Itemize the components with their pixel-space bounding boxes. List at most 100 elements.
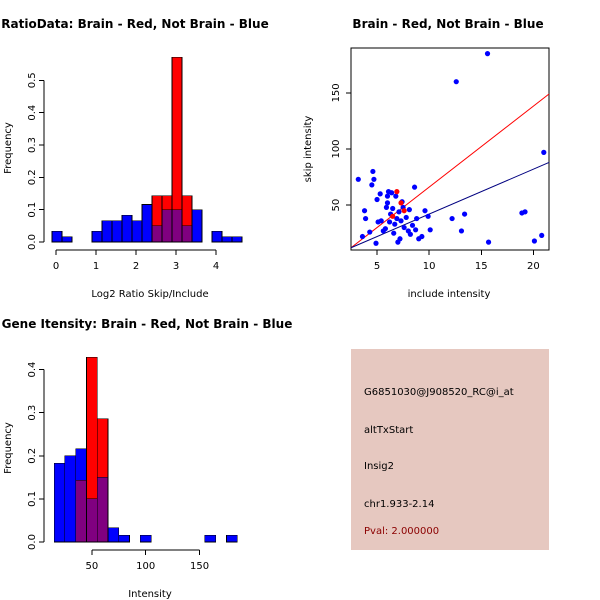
ratio-hist-bar-not-brain bbox=[131, 220, 143, 243]
scatter-point-not-brain bbox=[397, 236, 403, 242]
info-panel: G6851030@J908520_RC@i_at altTxStart Insi… bbox=[351, 349, 549, 550]
scatter-point-brain bbox=[394, 189, 400, 195]
intensity-hist-bar-not-brain bbox=[226, 534, 238, 543]
scatter-point-not-brain bbox=[419, 233, 425, 240]
intensity-hist-bar-not-brain bbox=[204, 534, 216, 543]
intensity-histogram: Gene Itensity: Brain - Red, Not Brain - … bbox=[2, 317, 293, 600]
intensity-hist-bar-not-brain bbox=[107, 527, 120, 543]
intensity-scatter: Brain - Red, Not Brain - Blue 5 10 15 20 50 1… bbox=[303, 17, 550, 300]
scatter-axes: 5 10 15 20 50 100 150 bbox=[331, 83, 540, 272]
intensity-hist-y-tick-label: 0.4 bbox=[27, 362, 38, 378]
scatter-point-not-brain bbox=[485, 239, 492, 245]
ratio-hist-x-tick-label: 2 bbox=[133, 261, 139, 272]
intensity-hist-y-tick-label: 0.0 bbox=[27, 534, 38, 550]
scatter-y-tick-label: 50 bbox=[331, 199, 342, 212]
ratio-hist-y-tick-label: 0.3 bbox=[27, 137, 38, 153]
ratio-hist-x-tick-label: 3 bbox=[173, 261, 179, 272]
scatter-point-not-brain bbox=[386, 219, 393, 225]
ratio-hist-bars bbox=[51, 57, 243, 243]
ratio-hist-y-tick-label: 0.0 bbox=[27, 234, 38, 250]
scatter-y-tick-label: 100 bbox=[331, 139, 342, 158]
scatter-point-brain bbox=[390, 213, 396, 219]
scatter-point-not-brain bbox=[403, 214, 409, 221]
scatter-point-not-brain bbox=[539, 232, 545, 239]
scatter-point-not-brain bbox=[355, 176, 361, 182]
scatter-point-not-brain bbox=[371, 176, 377, 182]
scatter-x-tick-label: 15 bbox=[475, 261, 488, 272]
ratio-hist-y-tick-label: 0.4 bbox=[27, 105, 38, 121]
scatter-point-not-brain bbox=[458, 228, 465, 234]
intensity-hist-y-tick-label: 0.1 bbox=[27, 491, 38, 507]
scatter-point-not-brain bbox=[406, 207, 412, 213]
scatter-point-not-brain bbox=[367, 229, 373, 235]
scatter-point-not-brain bbox=[374, 196, 380, 203]
scatter-point-not-brain bbox=[384, 193, 391, 199]
intensity-hist-bar-overlap bbox=[96, 477, 109, 543]
intensity-hist-bar-not-brain bbox=[140, 534, 152, 543]
scatter-point-not-brain bbox=[384, 200, 391, 206]
intensity-hist-x-tick-label: 150 bbox=[190, 561, 209, 572]
ratio-hist-y-tick-label: 0.1 bbox=[27, 202, 38, 218]
scatter-point-brain bbox=[398, 200, 404, 206]
intensity-hist-bar-not-brain bbox=[64, 455, 76, 543]
scatter-point-not-brain bbox=[394, 215, 400, 222]
ratio-hist-x-tick-label: 1 bbox=[93, 261, 99, 272]
scatter-point-not-brain bbox=[382, 226, 388, 232]
scatter-fit-lines bbox=[350, 93, 550, 249]
scatter-point-brain bbox=[401, 208, 407, 214]
scatter-point-not-brain bbox=[461, 211, 468, 217]
intensity-hist-xlabel: Intensity bbox=[128, 589, 172, 600]
scatter-point-not-brain bbox=[407, 231, 413, 237]
ratio-hist-bar-not-brain bbox=[111, 220, 123, 243]
scatter-point-not-brain bbox=[391, 230, 397, 236]
scatter-point-not-brain bbox=[362, 215, 369, 222]
scatter-point-not-brain bbox=[390, 205, 396, 212]
ratio-hist-x-tick-label: 0 bbox=[53, 261, 59, 272]
scatter-point-not-brain bbox=[541, 149, 547, 155]
intensity-hist-bar-not-brain bbox=[53, 462, 66, 543]
scatter-point-not-brain bbox=[425, 213, 431, 219]
ratio-hist-bar-overlap bbox=[161, 209, 173, 243]
gene-name-text: Insig2 bbox=[364, 461, 394, 472]
scatter-point-not-brain bbox=[398, 218, 404, 224]
scatter-point-not-brain bbox=[393, 193, 399, 199]
ratio-hist-bar-not-brain bbox=[91, 231, 103, 243]
probe-id-text: G6851030@J908520_RC@i_at bbox=[364, 387, 514, 398]
scatter-point-not-brain bbox=[414, 215, 420, 222]
scatter-x-tick-label: 5 bbox=[374, 261, 380, 272]
scatter-fit-line bbox=[350, 93, 550, 249]
ratio-hist-bar-not-brain bbox=[121, 214, 133, 243]
scatter-point-not-brain bbox=[453, 79, 459, 85]
scatter-point-not-brain bbox=[359, 233, 366, 240]
pval-text: Pval: 2.000000 bbox=[364, 526, 440, 537]
scatter-point-not-brain bbox=[369, 182, 375, 188]
ratio-hist-bar-not-brain bbox=[141, 204, 153, 243]
ratio-hist-bar-overlap bbox=[181, 225, 193, 243]
ratio-hist-bar-not-brain bbox=[211, 231, 223, 243]
scatter-points bbox=[355, 51, 547, 246]
scatter-point-not-brain bbox=[413, 227, 419, 233]
intensity-hist-bars bbox=[53, 356, 238, 543]
intensity-hist-bar-overlap bbox=[86, 498, 98, 543]
intensity-hist-ylabel: Frequency bbox=[3, 422, 14, 474]
ratio-hist-bar-not-brain bbox=[101, 220, 113, 243]
scatter-point-not-brain bbox=[383, 204, 390, 210]
intensity-hist-axes: 50 100 150 0.0 0.1 0.2 0.3 0.4 bbox=[27, 362, 209, 572]
scatter-point-not-brain bbox=[361, 208, 368, 214]
event-type-text: altTxStart bbox=[364, 425, 414, 436]
ratio-hist-bar-overlap bbox=[171, 209, 183, 243]
scatter-x-tick-label: 20 bbox=[527, 261, 540, 272]
ratio-hist-bar-not-brain bbox=[221, 236, 233, 243]
intensity-hist-y-tick-label: 0.2 bbox=[27, 448, 38, 464]
scatter-xlabel: include intensity bbox=[408, 289, 491, 300]
ratio-hist-y-tick-label: 0.2 bbox=[27, 169, 38, 185]
scatter-point-not-brain bbox=[396, 209, 402, 215]
ratio-hist-y-tick-label: 0.5 bbox=[27, 72, 38, 88]
ratio-histogram: RatioData: Brain - Red, Not Brain - Blue… bbox=[1, 17, 268, 300]
intensity-hist-y-tick-label: 0.3 bbox=[27, 405, 38, 421]
intensity-hist-bar-overlap bbox=[75, 480, 87, 543]
scatter-point-not-brain bbox=[531, 238, 538, 244]
intensity-hist-x-tick-label: 100 bbox=[136, 561, 155, 572]
scatter-point-not-brain bbox=[409, 222, 416, 228]
